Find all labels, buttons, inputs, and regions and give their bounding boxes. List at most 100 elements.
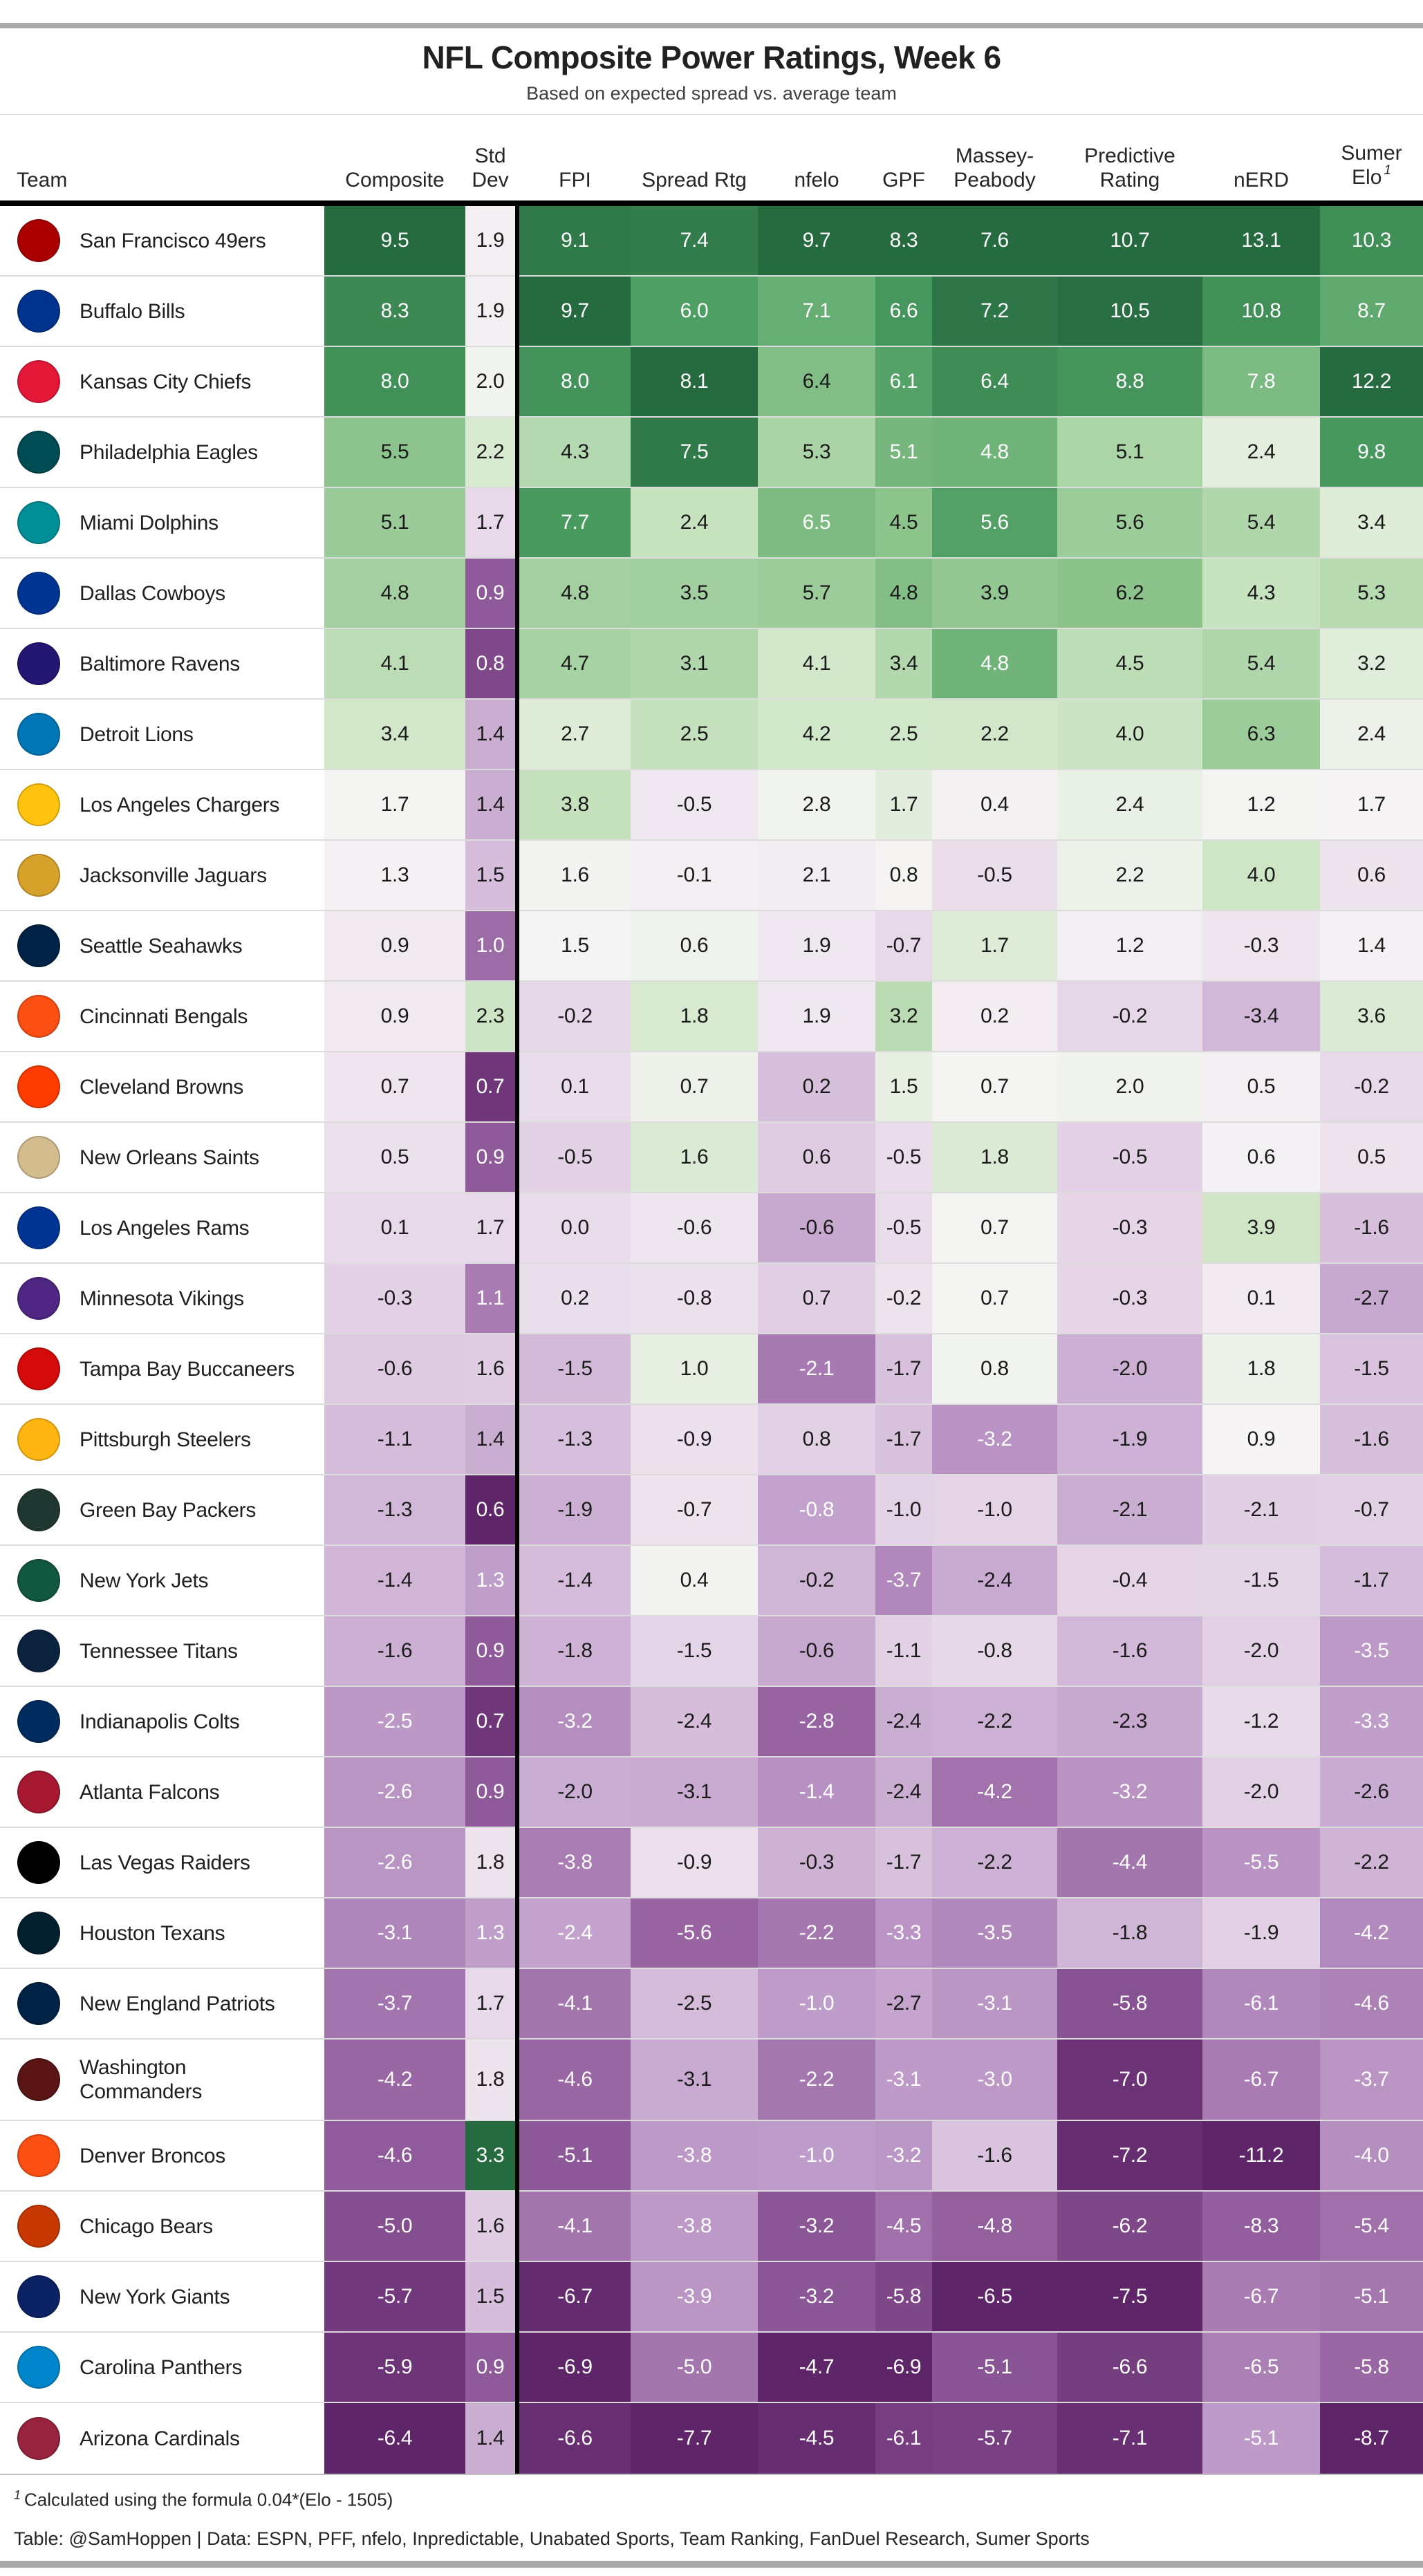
cell-gpf: -2.4 [875, 1757, 932, 1828]
cell-std_dev: 1.4 [465, 770, 515, 841]
team-row: Detroit Lions 3.4 1.4 2.7 2.5 4.2 2.5 2.2 4.0 6.3… [0, 700, 1423, 770]
cell-nerd: -2.0 [1202, 1757, 1320, 1828]
team-name: Cleveland Browns [80, 1075, 243, 1099]
cell-spread_rtg: 1.0 [631, 1334, 758, 1405]
team-cell: Las Vegas Raiders [0, 1828, 324, 1898]
cell-gpf: -6.1 [875, 2403, 932, 2474]
cell-spread_rtg: -1.5 [631, 1616, 758, 1687]
column-divider [515, 1969, 519, 2040]
team-row: Tampa Bay Buccaneers -0.6 1.6 -1.5 1.0 -2.1 -1… [0, 1334, 1423, 1405]
column-divider [515, 1405, 519, 1475]
cell-nfelo: -0.2 [758, 1546, 875, 1616]
cell-nerd: 4.3 [1202, 559, 1320, 629]
cell-sumer_elo: 2.4 [1320, 700, 1423, 770]
cell-predictive_rating: -7.0 [1057, 2040, 1202, 2121]
column-divider [515, 2333, 519, 2403]
column-divider [515, 1264, 519, 1334]
cell-fpi: -1.5 [519, 1334, 631, 1405]
cell-gpf: -2.4 [875, 1687, 932, 1757]
cell-std_dev: 0.9 [465, 559, 515, 629]
cell-spread_rtg: -7.7 [631, 2403, 758, 2474]
cell-nerd: 1.8 [1202, 1334, 1320, 1405]
team-cell: Chicago Bears [0, 2192, 324, 2262]
column-divider [515, 1828, 519, 1898]
cell-std_dev: 0.8 [465, 629, 515, 700]
team-cell: San Francisco 49ers [0, 206, 324, 277]
cell-sumer_elo: 5.3 [1320, 559, 1423, 629]
cell-spread_rtg: 6.0 [631, 277, 758, 347]
cell-sumer_elo: 3.4 [1320, 488, 1423, 559]
cell-nerd: -6.7 [1202, 2262, 1320, 2333]
cell-nerd: -6.5 [1202, 2333, 1320, 2403]
team-row: Miami Dolphins 5.1 1.7 7.7 2.4 6.5 4.5 5.6 5.6 5.… [0, 488, 1423, 559]
cell-massey_peabody: -0.8 [932, 1616, 1057, 1687]
cell-massey_peabody: 1.7 [932, 911, 1057, 982]
cell-nerd: -1.5 [1202, 1546, 1320, 1616]
team-logo-icon [17, 1630, 60, 1672]
cell-composite: 0.5 [324, 1123, 465, 1193]
cell-nfelo: -1.0 [758, 2121, 875, 2192]
team-cell: Kansas City Chiefs [0, 347, 324, 418]
cell-std_dev: 1.8 [465, 1828, 515, 1898]
page-subtitle: Based on expected spread vs. average tea… [526, 83, 897, 104]
cell-fpi: 0.2 [519, 1264, 631, 1334]
team-name: Carolina Panthers [80, 2355, 243, 2379]
cell-predictive_rating: 2.4 [1057, 770, 1202, 841]
cell-gpf: 3.2 [875, 982, 932, 1052]
cell-predictive_rating: -3.2 [1057, 1757, 1202, 1828]
cell-fpi: -1.3 [519, 1405, 631, 1475]
team-logo-icon [17, 1700, 60, 1743]
cell-spread_rtg: -3.8 [631, 2192, 758, 2262]
cell-gpf: 8.3 [875, 206, 932, 277]
cell-nerd: 5.4 [1202, 488, 1320, 559]
cell-composite: -0.3 [324, 1264, 465, 1334]
column-divider [515, 629, 519, 700]
cell-nerd: 6.3 [1202, 700, 1320, 770]
cell-sumer_elo: 10.3 [1320, 206, 1423, 277]
cell-sumer_elo: 0.6 [1320, 841, 1423, 911]
team-logo-icon [17, 1982, 60, 2025]
cell-composite: -4.2 [324, 2040, 465, 2121]
cell-nfelo: 2.8 [758, 770, 875, 841]
cell-composite: 0.9 [324, 982, 465, 1052]
team-name: Philadelphia Eagles [80, 440, 258, 464]
table-body: San Francisco 49ers 9.5 1.9 9.1 7.4 9.7 8.3 7.6… [0, 206, 1423, 2475]
team-name: Denver Broncos [80, 2144, 225, 2167]
cell-massey_peabody: -3.2 [932, 1405, 1057, 1475]
cell-gpf: -0.5 [875, 1123, 932, 1193]
cell-fpi: 1.5 [519, 911, 631, 982]
team-logo-icon [17, 1771, 60, 1813]
column-divider [515, 1052, 519, 1123]
cell-std_dev: 1.4 [465, 1405, 515, 1475]
cell-nfelo: 0.2 [758, 1052, 875, 1123]
cell-std_dev: 1.3 [465, 1546, 515, 1616]
cell-predictive_rating: 1.2 [1057, 911, 1202, 982]
cell-sumer_elo: -3.7 [1320, 2040, 1423, 2121]
cell-spread_rtg: 8.1 [631, 347, 758, 418]
cell-spread_rtg: 7.4 [631, 206, 758, 277]
cell-sumer_elo: 0.5 [1320, 1123, 1423, 1193]
column-divider [515, 347, 519, 418]
header-cell-nerd: nERD [1233, 169, 1290, 192]
cell-massey_peabody: -5.1 [932, 2333, 1057, 2403]
team-logo-icon [17, 2058, 60, 2101]
team-logo-icon [17, 360, 60, 403]
cell-gpf: -2.7 [875, 1969, 932, 2040]
cell-massey_peabody: -2.2 [932, 1687, 1057, 1757]
cell-gpf: -0.7 [875, 911, 932, 982]
team-cell: Cincinnati Bengals [0, 982, 324, 1052]
team-row: Philadelphia Eagles 5.5 2.2 4.3 7.5 5.3 5.1 4.8… [0, 418, 1423, 488]
team-cell: Miami Dolphins [0, 488, 324, 559]
team-logo-icon [17, 1136, 60, 1179]
cell-gpf: -5.8 [875, 2262, 932, 2333]
team-logo-icon [17, 1912, 60, 1954]
footnote-text: Calculated using the formula 0.04*(Elo -… [24, 2489, 393, 2510]
header-cell-composite: Composite [345, 169, 445, 192]
cell-composite: 9.5 [324, 206, 465, 277]
team-cell: Buffalo Bills [0, 277, 324, 347]
cell-spread_rtg: -0.1 [631, 841, 758, 911]
team-logo-icon [17, 2134, 60, 2177]
cell-predictive_rating: 8.8 [1057, 347, 1202, 418]
team-cell: New York Giants [0, 2262, 324, 2333]
cell-massey_peabody: -1.0 [932, 1475, 1057, 1546]
